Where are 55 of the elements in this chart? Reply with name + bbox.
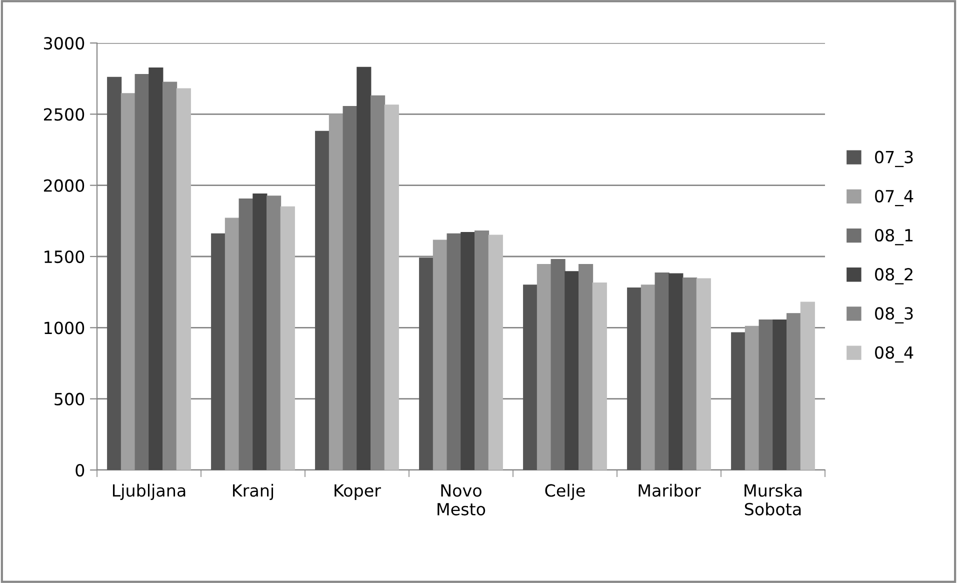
x-tick-label: Novo Mesto [438, 484, 486, 516]
bar [488, 234, 503, 470]
bar [536, 264, 552, 470]
bar [356, 66, 372, 470]
bar [252, 194, 268, 470]
x-tick-label: Koper [334, 484, 381, 500]
bar [107, 76, 122, 470]
bar [238, 198, 254, 470]
bar [315, 130, 330, 470]
x-tick-label: Ljubljana [112, 484, 186, 500]
bar [120, 93, 136, 470]
legend-label: 08_1 [875, 228, 913, 246]
bar [550, 258, 566, 470]
y-tick-label: 1000 [44, 322, 84, 334]
x-tick-label: Murska Sobota [744, 484, 802, 516]
bar [432, 240, 448, 470]
bar [744, 326, 760, 470]
bar [640, 284, 656, 470]
bar [668, 273, 684, 470]
bar [224, 218, 240, 470]
bar [592, 282, 607, 470]
bar [446, 233, 462, 470]
bar [342, 106, 358, 470]
y-tick-label: 1500 [44, 250, 84, 264]
bar [148, 68, 164, 470]
legend-label: 08_3 [875, 307, 913, 324]
x-tick-label: Maribor [638, 484, 701, 497]
x-tick-label: Celje [545, 484, 585, 500]
x-tick-label: Kranj [233, 484, 274, 500]
bar [328, 114, 344, 470]
legend-label: 08_2 [875, 268, 912, 284]
bar [460, 232, 476, 470]
bar [772, 319, 788, 470]
bar [696, 278, 711, 470]
bar [800, 302, 815, 470]
bar [419, 258, 434, 470]
y-tick-label: 500 [54, 392, 84, 406]
bar [627, 287, 642, 470]
legend-label: 08_4 [875, 346, 914, 363]
y-tick-label: 0 [76, 464, 84, 477]
bar [564, 271, 580, 470]
bar [523, 284, 538, 470]
bar [134, 74, 150, 470]
bar [384, 104, 399, 470]
bar [176, 88, 191, 470]
y-tick-label: 2500 [44, 108, 84, 121]
bar [654, 272, 670, 470]
bar [731, 332, 746, 470]
legend-label: 07_3 [875, 150, 913, 168]
legend-label: 07_4 [875, 190, 914, 206]
y-tick-label: 3000 [44, 36, 84, 50]
bar [280, 206, 295, 470]
bar [211, 233, 226, 470]
bar [758, 319, 774, 470]
y-tick-label: 2000 [44, 179, 84, 192]
